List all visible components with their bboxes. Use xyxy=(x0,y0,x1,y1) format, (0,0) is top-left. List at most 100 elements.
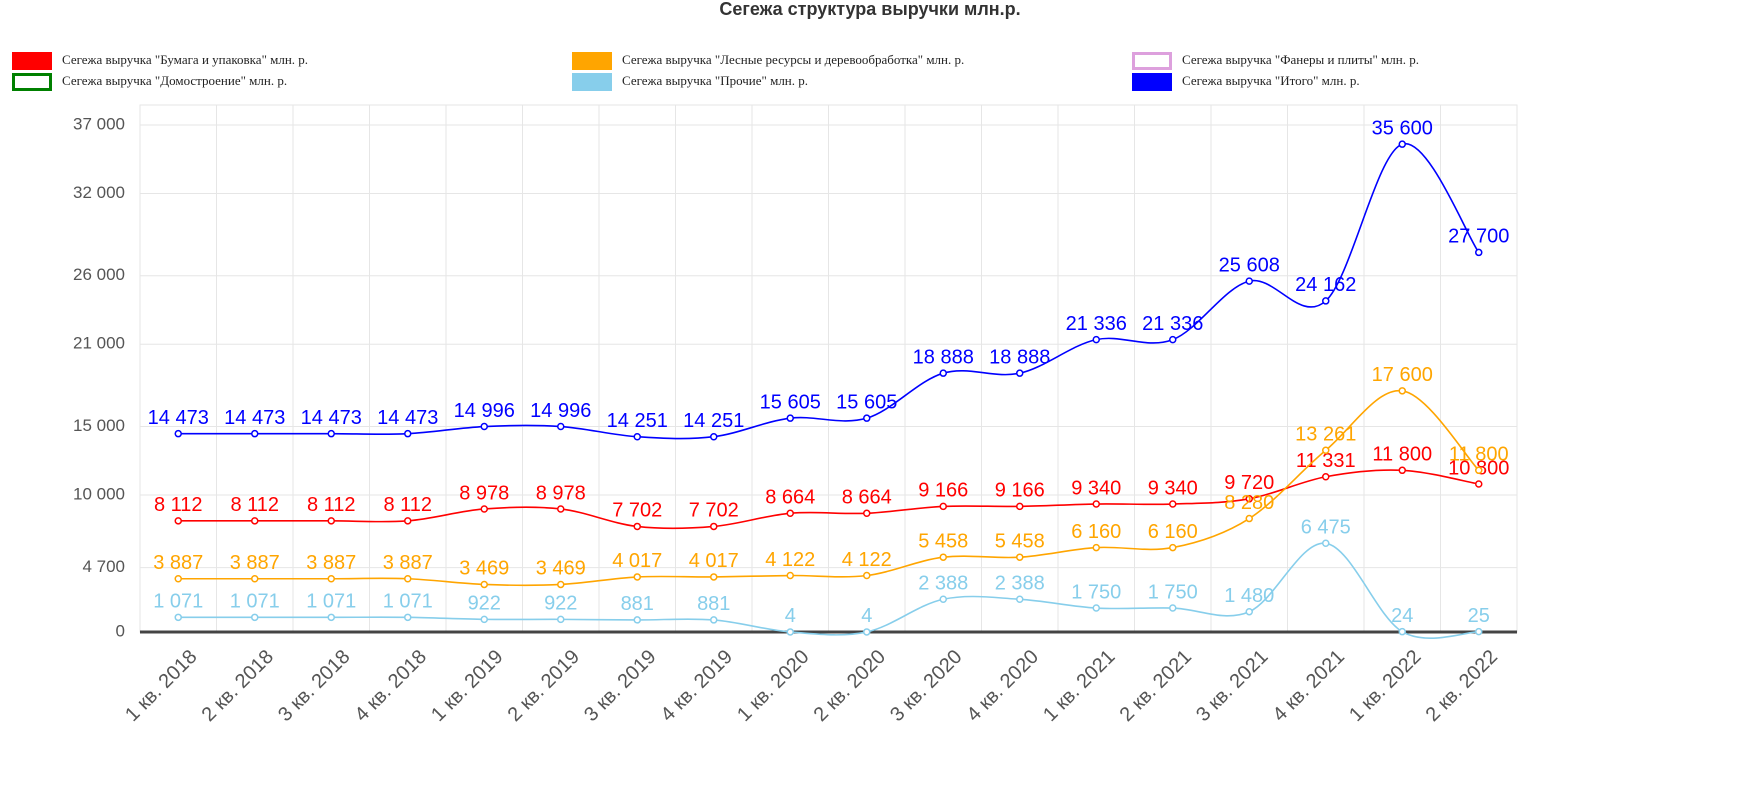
data-point xyxy=(1092,543,1100,552)
data-point xyxy=(480,615,488,624)
data-point xyxy=(786,571,794,580)
data-point xyxy=(1245,277,1253,285)
data-point xyxy=(786,509,794,518)
y-tick-label: 21 000 xyxy=(73,334,125,353)
data-label: 27 700 xyxy=(1448,226,1509,248)
data-label: 6 160 xyxy=(1148,521,1198,543)
data-label: 18 888 xyxy=(989,346,1050,368)
data-point xyxy=(327,613,335,622)
data-label: 1 071 xyxy=(306,591,356,613)
data-point xyxy=(1169,500,1177,508)
data-point xyxy=(1016,595,1024,604)
y-tick-label: 0 xyxy=(116,621,125,640)
data-point xyxy=(327,574,335,583)
data-point xyxy=(1016,553,1024,561)
data-label: 4 017 xyxy=(689,550,739,572)
data-point xyxy=(939,502,947,511)
data-point xyxy=(1398,140,1406,148)
x-tick-label: 3 кв. 2018 xyxy=(274,646,354,726)
data-point xyxy=(863,571,871,580)
y-tick-label: 15 000 xyxy=(73,416,125,435)
data-point xyxy=(557,580,565,589)
legend-label: Сегежа выручка "Бумага и упаковка" млн. … xyxy=(62,52,308,67)
data-point xyxy=(1322,446,1330,455)
data-point xyxy=(480,422,488,431)
data-point xyxy=(786,414,794,422)
data-label: 17 600 xyxy=(1372,364,1433,386)
data-point xyxy=(863,509,871,518)
data-label: 7 702 xyxy=(689,500,739,522)
data-point xyxy=(404,517,412,525)
data-point xyxy=(404,574,412,583)
data-label: 21 336 xyxy=(1142,313,1203,335)
data-point xyxy=(633,616,641,624)
data-label: 8 112 xyxy=(230,494,279,516)
data-point xyxy=(710,432,718,441)
data-label: 11 800 xyxy=(1449,444,1509,466)
data-point xyxy=(1322,472,1330,481)
data-point xyxy=(1169,543,1177,552)
data-point xyxy=(327,429,335,438)
data-label: 14 996 xyxy=(530,400,591,422)
legend-label: Сегежа выручка "Домостроение" млн. р. xyxy=(62,73,287,88)
data-label: 11 331 xyxy=(1296,450,1356,472)
data-label: 8 664 xyxy=(765,487,815,509)
data-point xyxy=(710,573,718,581)
data-label: 5 458 xyxy=(995,530,1045,552)
data-label: 14 473 xyxy=(224,407,285,429)
y-tick-label: 10 000 xyxy=(73,484,125,503)
data-label: 4 xyxy=(785,605,796,627)
legend-label: Сегежа выручка "Итого" млн. р. xyxy=(1182,73,1360,88)
x-tick-label: 3 кв. 2021 xyxy=(1192,646,1272,726)
series-line xyxy=(178,469,1479,530)
x-tick-label: 2 кв. 2019 xyxy=(504,646,584,726)
x-tick-label: 2 кв. 2021 xyxy=(1116,646,1196,726)
data-label: 14 996 xyxy=(454,400,515,422)
data-point xyxy=(404,613,412,622)
data-point xyxy=(1092,604,1100,612)
x-tick-label: 1 кв. 2019 xyxy=(427,646,507,726)
data-point xyxy=(939,595,947,604)
legend-label: Сегежа выручка "Лесные ресурсы и деревоо… xyxy=(622,52,964,67)
data-label: 7 702 xyxy=(612,500,662,522)
data-label: 8 664 xyxy=(842,487,892,509)
data-point xyxy=(174,517,182,525)
data-point xyxy=(1245,495,1253,503)
data-label: 922 xyxy=(468,593,501,615)
data-point xyxy=(1016,369,1024,377)
x-tick-label: 3 кв. 2019 xyxy=(580,646,660,726)
data-label: 8 978 xyxy=(536,482,586,504)
data-point xyxy=(557,615,565,624)
y-tick-label: 26 000 xyxy=(73,265,125,284)
data-point xyxy=(480,580,488,589)
data-label: 4 017 xyxy=(612,550,662,572)
data-point xyxy=(710,522,718,531)
data-label: 4 xyxy=(861,605,872,627)
data-point xyxy=(1322,297,1330,305)
legend-swatch xyxy=(572,52,612,70)
data-label: 1 480 xyxy=(1224,585,1274,607)
data-point xyxy=(1092,335,1100,344)
data-point xyxy=(863,414,871,422)
x-tick-label: 1 кв. 2018 xyxy=(121,646,201,726)
x-tick-label: 1 кв. 2020 xyxy=(733,646,813,726)
data-label: 8 112 xyxy=(154,494,203,516)
data-label: 6 160 xyxy=(1071,521,1121,543)
y-tick-label: 37 000 xyxy=(73,114,125,133)
data-label: 6 475 xyxy=(1301,517,1351,539)
x-tick-label: 2 кв. 2022 xyxy=(1422,646,1502,726)
data-label: 9 720 xyxy=(1224,472,1274,494)
data-point xyxy=(480,505,488,513)
data-point xyxy=(1398,387,1406,395)
x-tick-label: 4 кв. 2021 xyxy=(1269,646,1349,726)
legend-swatch xyxy=(12,52,52,70)
x-tick-label: 2 кв. 2020 xyxy=(810,646,890,726)
data-point xyxy=(1475,466,1483,475)
data-point xyxy=(404,429,412,438)
data-label: 11 800 xyxy=(1372,444,1432,466)
data-point xyxy=(174,429,182,438)
y-tick-label: 4 700 xyxy=(82,557,125,576)
legend-swatch xyxy=(12,73,52,91)
data-point xyxy=(174,574,182,583)
